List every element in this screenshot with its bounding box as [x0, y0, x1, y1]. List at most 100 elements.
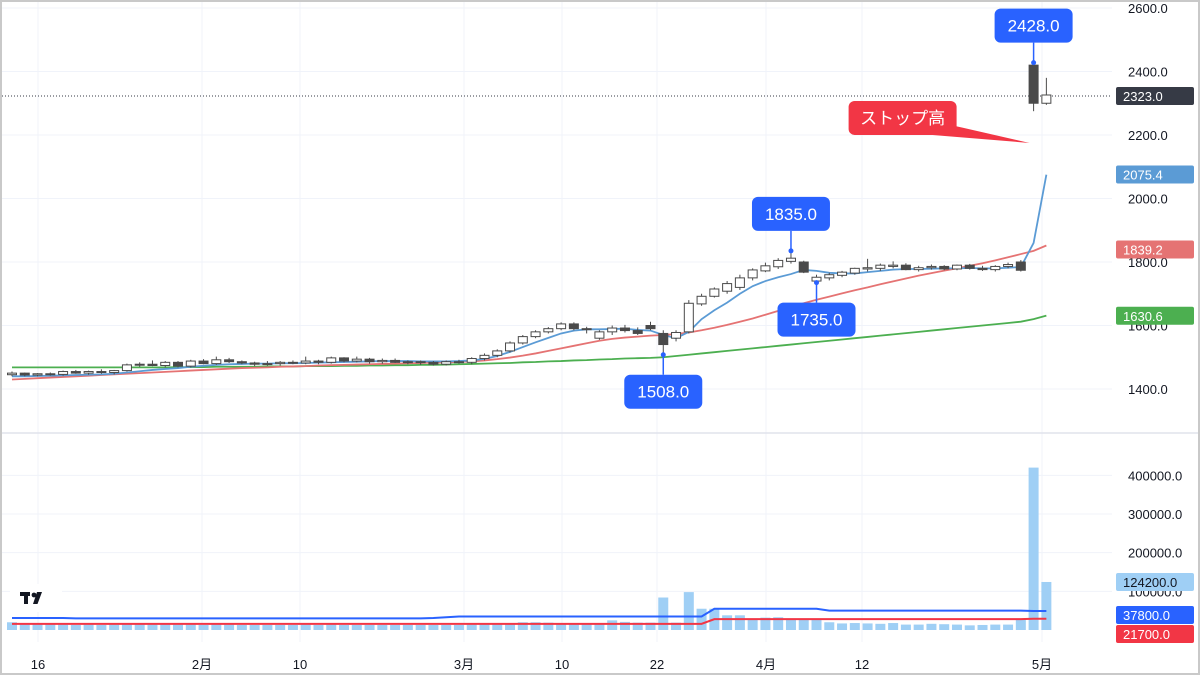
volume-bar: [671, 622, 682, 630]
candle-body: [19, 372, 30, 376]
volume-bar: [109, 624, 120, 630]
volume-bar: [734, 615, 745, 630]
grid-layer: [2, 2, 1112, 642]
candle-body: [313, 360, 324, 363]
candle-body: [236, 361, 247, 364]
candle-body: [862, 267, 873, 270]
volume-bar: [556, 623, 567, 630]
volume-bar: [1041, 581, 1052, 630]
volume-bar: [185, 624, 196, 630]
price-axis-label-text: 1630.6: [1123, 309, 1163, 324]
candle-body: [402, 361, 413, 364]
volume-bar: [760, 617, 771, 630]
volume-axis-label: 37800.0: [1116, 606, 1194, 624]
volume-axis-label-text: 124200.0: [1123, 575, 1177, 590]
volume-bar: [543, 622, 554, 630]
price-tick-label: 1800.0: [1128, 255, 1168, 270]
volume-bar: [236, 624, 247, 630]
volume-bar: [594, 623, 605, 630]
candle-body: [888, 264, 899, 267]
callout: ストップ高: [848, 100, 1030, 143]
candle-body: [96, 371, 107, 374]
volume-axis-label: 21700.0: [1116, 625, 1194, 643]
volume-bar: [390, 624, 401, 630]
moving-average-line: [12, 174, 1048, 378]
volume-bar: [913, 624, 924, 630]
candle-body: [977, 267, 988, 271]
volume-ma-line: [12, 617, 1047, 625]
price-axis-label-text: 2075.4: [1123, 168, 1163, 183]
tradingview-logo-icon: [20, 592, 42, 604]
candles: [7, 62, 1052, 377]
candle-body: [109, 370, 120, 373]
time-tick-label: 2月: [192, 657, 212, 672]
callout-text: 2428.0: [1008, 17, 1060, 36]
volume-tick-label: 400000.0: [1128, 468, 1182, 483]
candle-body: [951, 264, 962, 270]
callout-text: ストップ高: [860, 109, 945, 128]
candle-body: [83, 371, 94, 374]
callout-box: [751, 196, 830, 231]
candle-body: [505, 342, 516, 352]
volume-bar: [951, 624, 962, 630]
price-tick-label: 2200.0: [1128, 128, 1168, 143]
tradingview-logo[interactable]: [10, 584, 62, 612]
volume-axis-label: 124200.0: [1116, 572, 1194, 591]
candle-body: [441, 361, 452, 365]
candle-body: [760, 265, 771, 272]
volume-bar: [798, 618, 809, 630]
candle-body: [32, 373, 43, 376]
volume-bar: [1003, 624, 1014, 630]
candle-body: [7, 372, 17, 376]
volume-bar: [658, 597, 669, 630]
volume-bar: [773, 617, 784, 630]
candle-body: [364, 358, 375, 363]
volume-bar: [722, 615, 733, 630]
volume-bar: [875, 623, 886, 630]
time-tick-label: 16: [31, 657, 45, 672]
candle-body: [683, 302, 694, 333]
volume-bar: [211, 623, 222, 630]
price-axis-label-box: [1116, 240, 1194, 259]
candle-body: [287, 361, 298, 364]
time-tick-label: 22: [650, 657, 664, 672]
time-tick-label: 5月: [1032, 657, 1052, 672]
volume-bar: [32, 624, 43, 630]
volume-bar: [364, 624, 375, 630]
candle-body: [722, 283, 733, 292]
price-axis-label: 2075.4: [1116, 165, 1194, 184]
candle-body: [211, 359, 222, 365]
volume-bar: [568, 623, 579, 630]
candle-body: [173, 361, 184, 367]
callout-dot: [1031, 60, 1037, 66]
callout-pointer: [932, 124, 1030, 143]
volume-bar: [351, 624, 362, 630]
candle-body: [709, 288, 720, 297]
volume-bar: [45, 624, 56, 630]
volume-bar: [173, 624, 184, 630]
time-tick-label: 10: [293, 657, 307, 672]
candle-body: [926, 265, 937, 269]
callout: 2428.0: [994, 8, 1073, 66]
price-axis-label-box: [1116, 306, 1194, 325]
volume-bar: [224, 624, 235, 630]
candle-body: [658, 332, 669, 346]
callout: 1735.0: [777, 280, 856, 337]
price-tick-label: 2400.0: [1128, 65, 1168, 80]
candle-body: [939, 265, 950, 270]
time-tick-label: 3月: [454, 657, 474, 672]
volume-bar: [517, 622, 528, 630]
candle-body: [517, 336, 528, 344]
candle-body: [198, 360, 209, 365]
candle-body: [1015, 261, 1026, 271]
candle-body: [530, 331, 541, 338]
candle-body: [147, 363, 158, 367]
volume-tick-label: 200000.0: [1128, 546, 1182, 561]
callout-text: 1835.0: [765, 205, 817, 224]
candle-body: [466, 358, 477, 363]
candle-body: [351, 358, 362, 362]
volume-bar: [964, 625, 975, 630]
volume-bar: [849, 623, 860, 630]
